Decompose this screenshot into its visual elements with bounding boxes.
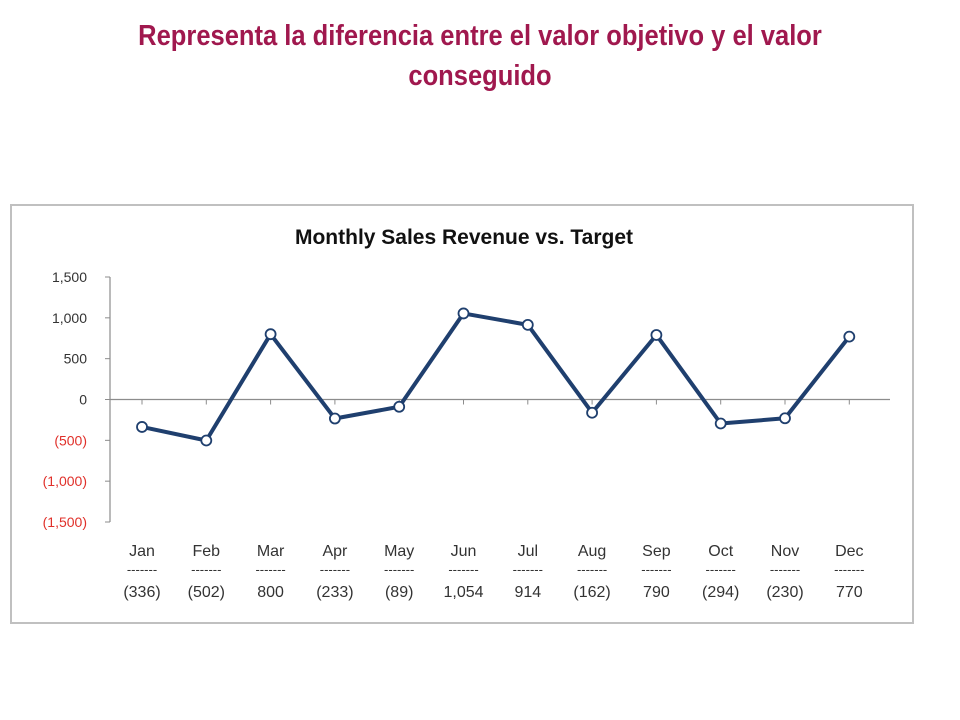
value-label: 770 <box>836 584 863 601</box>
chart-title: Monthly Sales Revenue vs. Target <box>295 226 633 249</box>
category-labels: Jan ------- (336) Feb ------- (502) Mar -------… <box>123 543 864 601</box>
separator-label: ------- <box>255 562 285 577</box>
x-category-label: Jan <box>129 543 155 560</box>
value-label: 914 <box>514 584 541 601</box>
separator-label: ------- <box>320 562 350 577</box>
y-tick-label: 500 <box>64 351 88 367</box>
value-label: (162) <box>573 584 610 601</box>
x-category-label: Jul <box>518 543 538 560</box>
line-chart: Monthly Sales Revenue vs. Target 1,5001,… <box>43 226 890 601</box>
value-label: (89) <box>385 584 413 601</box>
separator-label: ------- <box>191 562 221 577</box>
x-category-label: Dec <box>835 543 863 560</box>
data-point-marker <box>457 307 470 320</box>
x-category-label: May <box>384 543 414 560</box>
separator-label: ------- <box>513 562 543 577</box>
value-label: 1,054 <box>443 584 483 601</box>
y-tick-label: 0 <box>79 392 87 408</box>
separator-label: ------- <box>384 562 414 577</box>
data-point-marker <box>264 328 277 341</box>
data-point-marker <box>200 434 213 447</box>
data-point-marker <box>843 330 856 343</box>
slide-title: Representa la diferencia entre el valor … <box>138 20 822 92</box>
separator-label: ------- <box>641 562 671 577</box>
value-label: 790 <box>643 584 670 601</box>
data-point-marker <box>393 400 406 413</box>
separator-label: ------- <box>706 562 736 577</box>
x-category-label: Nov <box>771 543 799 560</box>
x-category-label: Aug <box>578 543 606 560</box>
value-label: (336) <box>123 584 160 601</box>
data-point-marker <box>650 329 663 341</box>
x-category-label: Apr <box>322 543 348 560</box>
y-tick-label: (500) <box>54 432 87 448</box>
data-point-marker <box>779 412 791 425</box>
y-tick-label: (1,500) <box>43 514 87 530</box>
separator-label: ------- <box>834 562 864 577</box>
data-point-marker <box>136 421 148 433</box>
value-label: (233) <box>316 584 353 601</box>
y-tick-label: 1,000 <box>52 310 87 326</box>
separator-label: ------- <box>127 562 157 577</box>
separator-label: ------- <box>448 562 478 577</box>
separator-label: ------- <box>577 562 607 577</box>
value-label: 800 <box>257 584 284 601</box>
data-point-marker <box>714 417 727 430</box>
data-point-marker <box>521 318 534 331</box>
y-tick-label: (1,000) <box>43 473 87 489</box>
chart-frame: Monthly Sales Revenue vs. Target 1,500 1,… <box>10 204 914 624</box>
x-category-label: Feb <box>193 543 221 560</box>
axes: 1,500 1,000 500 0 (500) (1,000) (1,500) <box>43 269 890 530</box>
separator-label: ------- <box>770 562 800 577</box>
x-category-label: Sep <box>642 543 671 560</box>
x-category-label: Oct <box>708 543 733 560</box>
value-label: (230) <box>766 584 803 601</box>
value-label: (294) <box>702 584 739 601</box>
series-line <box>140 311 852 443</box>
series-line-group <box>136 307 856 447</box>
x-category-label: Jun <box>451 543 477 560</box>
data-point-marker <box>328 412 341 425</box>
x-category-label: Mar <box>257 543 285 560</box>
data-point-marker <box>586 406 598 419</box>
value-label: (502) <box>188 584 225 601</box>
y-tick-label: 1,500 <box>52 269 87 285</box>
